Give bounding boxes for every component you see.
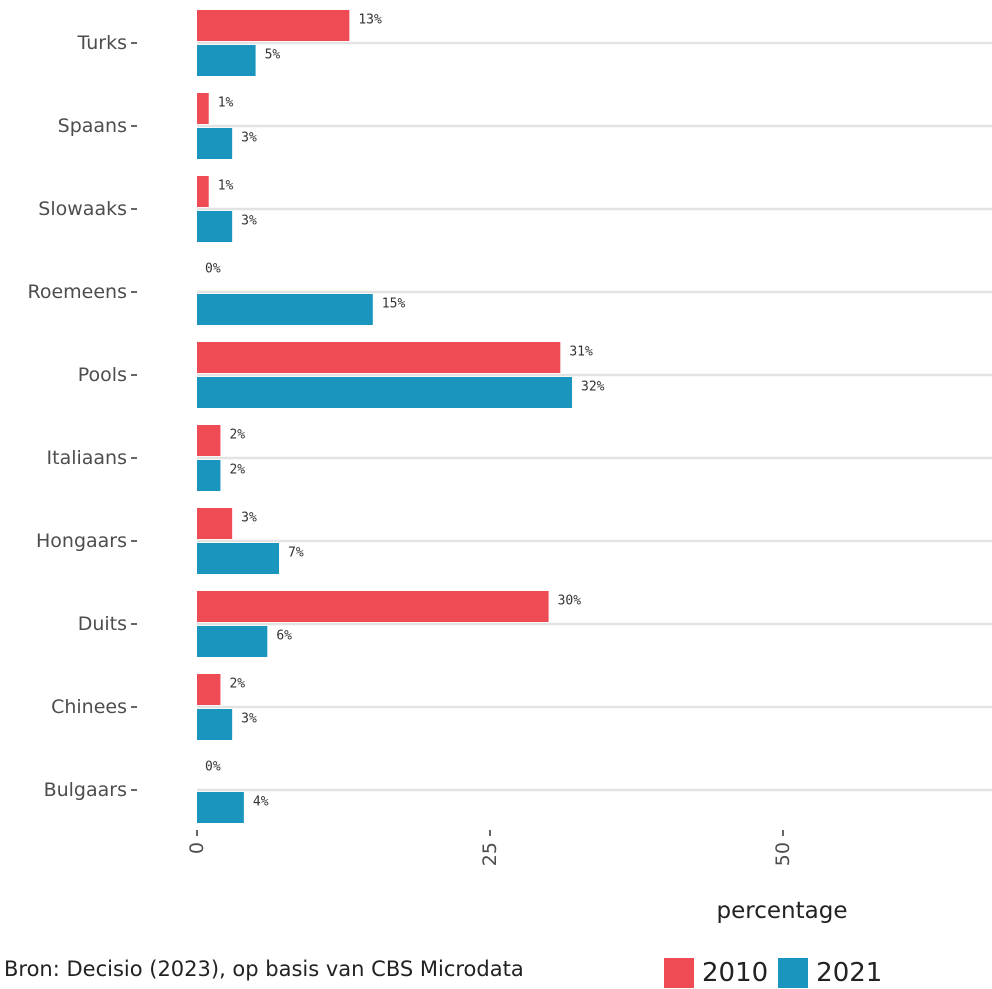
bar-2021 — [197, 792, 244, 823]
data-label: 32% — [581, 380, 605, 395]
bar-2021 — [197, 543, 280, 574]
category-label: Roemeens — [28, 281, 128, 303]
x-tick-label: 50 — [772, 842, 794, 866]
y-axis: Turks Spaans Slowaaks Roemeens Pools Italiaan… — [28, 32, 137, 801]
x-tick-label: 25 — [479, 842, 501, 866]
category-label: Pools — [78, 364, 127, 386]
data-label: 15% — [382, 297, 406, 312]
bar-2010 — [197, 176, 209, 207]
bar-2010 — [197, 508, 233, 539]
bar-2021 — [197, 294, 373, 325]
bar-2010 — [197, 342, 561, 373]
data-label: 2% — [229, 428, 245, 443]
bar-2010 — [197, 93, 209, 124]
category-label: Turks — [77, 32, 127, 54]
bar-2021 — [197, 45, 256, 76]
x-axis-title: percentage — [717, 898, 848, 924]
bar-2021 — [197, 377, 573, 408]
legend-label-2010: 2010 — [702, 958, 769, 988]
bar-2010 — [197, 425, 221, 456]
data-label: 4% — [253, 795, 269, 810]
data-label: 5% — [265, 48, 281, 63]
gridlines — [197, 41, 992, 792]
category-label: Chinees — [51, 696, 127, 718]
source-caption: Bron: Decisio (2023), op basis van CBS M… — [4, 957, 524, 981]
data-label: 0% — [205, 760, 221, 775]
category-label: Slowaaks — [38, 198, 127, 220]
bar-2021 — [197, 211, 233, 242]
data-label: 1% — [218, 96, 234, 111]
data-label: 30% — [558, 594, 582, 609]
bar-2021 — [197, 626, 268, 657]
x-axis: 0 25 50 — [186, 830, 794, 866]
bar-2021 — [197, 460, 221, 491]
bar-2010 — [197, 10, 350, 41]
x-tick-label: 0 — [186, 842, 208, 854]
legend-label-2021: 2021 — [816, 958, 883, 988]
legend-item-2021: 2021 — [778, 958, 882, 988]
bar-2021 — [197, 128, 233, 159]
data-label: 3% — [241, 214, 257, 229]
data-label: 2% — [229, 463, 245, 478]
category-label: Spaans — [58, 115, 127, 137]
legend-item-2010: 2010 — [664, 958, 768, 988]
data-label: 7% — [288, 546, 304, 561]
legend-swatch-2021 — [778, 958, 809, 988]
legend: 2010 2021 — [664, 958, 882, 988]
data-label: 13% — [358, 13, 382, 28]
bar-chart: 13% 5% 1% 3% 1% 3% 0% 15% 31% 32% 2% 2% 3% 7% 30% 6% 2% 3… — [28, 10, 992, 924]
bar-2021 — [197, 709, 233, 740]
legend-swatch-2010 — [664, 958, 694, 988]
category-label: Bulgaars — [44, 779, 127, 801]
bar-2010 — [197, 674, 221, 705]
data-label: 31% — [569, 345, 593, 360]
data-label: 6% — [276, 629, 292, 644]
bars — [197, 10, 573, 823]
data-label: 0% — [205, 262, 221, 277]
category-label: Hongaars — [36, 530, 127, 552]
data-label: 3% — [241, 131, 257, 146]
data-label: 2% — [229, 677, 245, 692]
data-label: 3% — [241, 511, 257, 526]
bar-2010 — [197, 591, 549, 622]
category-label: Italiaans — [47, 447, 127, 469]
data-label: 3% — [241, 712, 257, 727]
data-label: 1% — [218, 179, 234, 194]
data-labels: 13% 5% 1% 3% 1% 3% 0% 15% 31% 32% 2% 2% 3% 7% 30% 6% 2% 3… — [205, 13, 605, 810]
category-label: Duits — [78, 613, 127, 635]
